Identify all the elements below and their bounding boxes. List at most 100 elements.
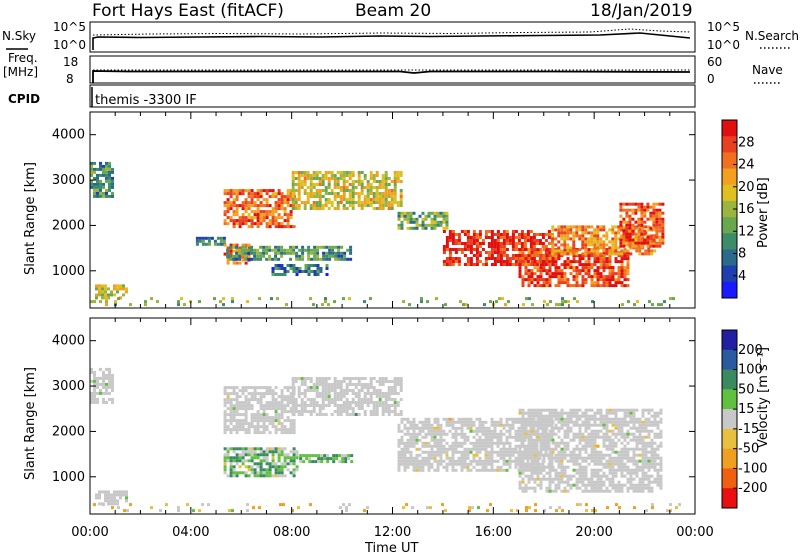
nsearch-tick-top: 10^5: [707, 20, 740, 34]
velocity-scatter-region: [291, 377, 403, 416]
power-ytick-label: 2000: [52, 218, 85, 233]
nsky-tick-top: 10^5: [53, 20, 86, 34]
x-tick-label: 08:00: [273, 525, 310, 540]
velocity-ytick-label: 4000: [52, 334, 85, 349]
power-colorbar-swatch: [722, 152, 737, 170]
nave-label: Nave: [752, 63, 783, 77]
x-tick-label: 16:00: [475, 525, 512, 540]
power-plot-border: [89, 111, 696, 309]
power-colorbar-swatch: [722, 200, 737, 218]
power-scatter-region: [271, 264, 329, 276]
nave-tick-top: 60: [707, 55, 722, 69]
freq-label-2: [MHz]: [3, 65, 38, 79]
power-colorbar-swatch: [722, 281, 737, 299]
velocity-scatter-region: [518, 408, 663, 493]
power-colorbar-tick-label: 28: [738, 135, 755, 150]
velocity-ytick-label: 2000: [52, 424, 85, 439]
beam-title: Beam 20: [355, 1, 431, 21]
velocity-colorbar-tick-label: 15: [738, 402, 755, 417]
power-ytick-label: 4000: [52, 128, 85, 143]
nsky-label: N.Sky: [2, 29, 36, 43]
power-ytick-label: 3000: [52, 173, 85, 188]
x-tick-labels: 00:00 04:00 08:00 12:00 16:00 20:00 00:00: [71, 525, 713, 540]
x-tick-label: 20:00: [575, 525, 612, 540]
velocity-scatter-region: [223, 447, 299, 478]
power-colorbar-swatch: [722, 136, 737, 153]
velocity-colorbar-tick-label: -50: [738, 442, 759, 457]
velocity-colorbar-swatch: [722, 369, 737, 390]
power-scatter-region: [95, 284, 128, 300]
freq-label-1: Freq.: [8, 51, 38, 65]
power-scatter-region: [223, 189, 296, 229]
velocity-colorbar-swatch: [722, 349, 737, 371]
power-colorbar-swatch: [722, 168, 737, 186]
x-tick-label: 00:00: [676, 525, 713, 540]
velocity-scatter-region: [95, 490, 128, 506]
power-colorbar-tick-label: 4: [738, 269, 746, 284]
nsearch-tick-bottom: 10^0: [707, 38, 740, 52]
velocity-colorbar-tick-label: 100: [738, 363, 763, 378]
velocity-ytick-label: 1000: [52, 470, 85, 485]
nsearch-label: N.Search: [745, 29, 799, 43]
power-scatter-region: [518, 248, 630, 288]
freq-tick-top: 18: [63, 55, 78, 69]
station-title: Fort Hays East (fitACF): [92, 1, 284, 21]
velocity-colorbar-frame: [721, 329, 738, 509]
power-colorbar-swatch: [722, 249, 737, 267]
velocity-plot-border: [89, 317, 696, 515]
velocity-colorbar-tick-label: -15: [738, 422, 759, 437]
power-colorbar-swatch: [722, 265, 737, 283]
x-tick-label: 12:00: [374, 525, 411, 540]
velocity-colorbar-swatch: [722, 409, 737, 430]
power-colorbar-swatch: [722, 217, 737, 234]
velocity-colorbar: 200 100 50 15 -15 -50 -100 -200: [721, 329, 768, 509]
power-panel: 1000 2000 3000 4000: [52, 111, 696, 309]
velocity-scatter-region: [90, 367, 114, 404]
velocity-colorbar-tick-label: -200: [738, 481, 768, 496]
velocity-panel: 1000 2000 3000 4000: [52, 317, 696, 515]
power-colorbar-swatch: [722, 184, 737, 202]
power-colorbar-swatch: [722, 233, 737, 250]
velocity-scatter-region: [93, 503, 681, 513]
power-colorbar-tick-label: 8: [738, 247, 746, 262]
velocity-colorbar-label: Velocity [m s⁻¹]: [756, 347, 771, 448]
velocity-scatter-region: [299, 454, 354, 464]
x-tick-label: 04:00: [172, 525, 209, 540]
freq-trace: [92, 70, 691, 83]
cpid-panel-frame: [89, 84, 696, 108]
velocity-ytick-label: 3000: [52, 379, 85, 394]
velocity-scatter-region: [223, 386, 296, 435]
power-ytick-label: 1000: [52, 264, 85, 279]
nave-tick-bottom: 0: [707, 72, 715, 86]
velocity-colorbar-swatch: [722, 330, 737, 351]
nsky-tick-bottom: 10^0: [53, 38, 86, 52]
freq-tick-bottom: 8: [66, 72, 74, 86]
power-colorbar-swatch: [722, 120, 737, 137]
nsearch-trace: [92, 28, 691, 36]
velocity-colorbar-swatch: [722, 488, 737, 509]
power-colorbar-tick-label: 16: [738, 202, 755, 217]
velocity-colorbar-swatch: [722, 468, 737, 489]
x-axis-label: Time UT: [364, 541, 418, 554]
date-title: 18/Jan/2019: [590, 1, 693, 21]
x-tick-label: 00:00: [71, 525, 108, 540]
power-ylabel: Slant Range [km]: [23, 162, 38, 275]
velocity-colorbar-swatch: [722, 448, 737, 469]
power-scatter-region: [291, 171, 403, 210]
velocity-colorbar-swatch: [722, 389, 737, 410]
power-scatter-region: [226, 245, 353, 261]
power-scatter-region: [397, 211, 449, 230]
power-scatter-region: [90, 297, 675, 307]
cpid-value: themis -3300 IF: [95, 93, 197, 108]
velocity-colorbar-tick-label: 200: [738, 343, 763, 358]
velocity-colorbar-tick-label: -100: [738, 461, 768, 476]
velocity-ylabel: Slant Range [km]: [23, 367, 38, 480]
nsky-trace: [92, 32, 691, 50]
power-colorbar-label: Power [dB]: [756, 177, 771, 248]
power-colorbar-tick-label: 24: [738, 158, 755, 173]
velocity-colorbar-tick-label: 50: [738, 382, 755, 397]
power-colorbar-tick-label: 12: [738, 224, 755, 239]
power-scatter-region: [90, 161, 114, 198]
nsky-panel-frame: [89, 21, 696, 53]
